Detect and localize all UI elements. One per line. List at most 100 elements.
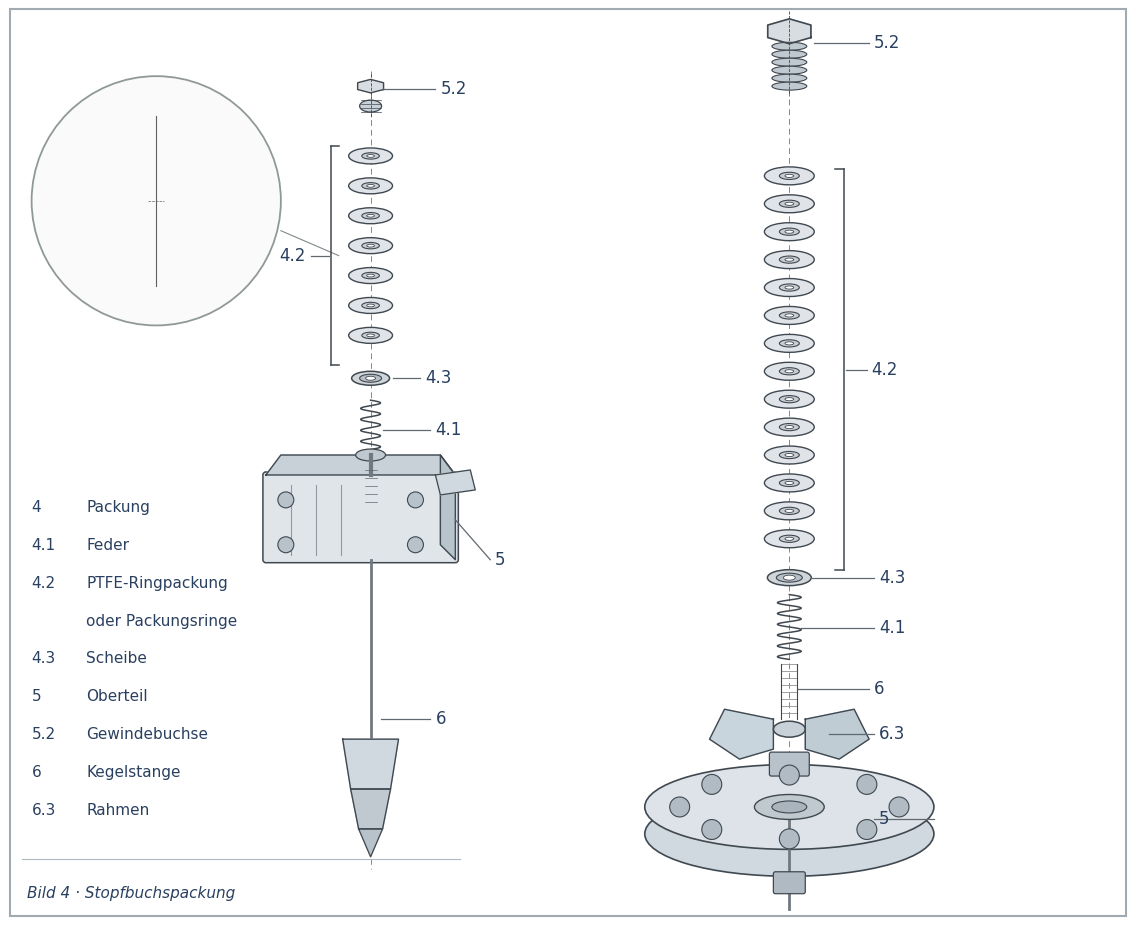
Ellipse shape <box>785 510 794 512</box>
Ellipse shape <box>779 507 800 514</box>
Ellipse shape <box>779 536 800 542</box>
Ellipse shape <box>765 502 815 520</box>
Circle shape <box>702 774 721 795</box>
Ellipse shape <box>367 304 375 307</box>
Ellipse shape <box>765 195 815 213</box>
Ellipse shape <box>774 722 805 737</box>
Ellipse shape <box>765 166 815 185</box>
Ellipse shape <box>367 274 375 277</box>
Ellipse shape <box>779 451 800 459</box>
Polygon shape <box>134 253 178 268</box>
Ellipse shape <box>349 178 393 194</box>
Text: 5.2: 5.2 <box>441 80 467 98</box>
Text: 6: 6 <box>874 680 885 698</box>
Polygon shape <box>134 133 178 149</box>
Ellipse shape <box>771 801 807 813</box>
Text: Scheibe: Scheibe <box>86 651 148 666</box>
Ellipse shape <box>765 363 815 380</box>
Ellipse shape <box>785 398 794 401</box>
Text: 4.3: 4.3 <box>425 369 452 388</box>
Ellipse shape <box>785 230 794 233</box>
Ellipse shape <box>765 418 815 436</box>
Ellipse shape <box>785 426 794 428</box>
Ellipse shape <box>367 154 375 157</box>
Ellipse shape <box>645 765 934 849</box>
Polygon shape <box>119 133 134 149</box>
Ellipse shape <box>366 376 376 380</box>
Ellipse shape <box>349 238 393 253</box>
Text: 4.1: 4.1 <box>879 619 905 636</box>
Ellipse shape <box>765 530 815 548</box>
Polygon shape <box>178 253 193 268</box>
Ellipse shape <box>779 284 800 291</box>
Ellipse shape <box>754 795 825 820</box>
Ellipse shape <box>367 215 375 217</box>
Ellipse shape <box>765 390 815 408</box>
Text: Bild 4 · Stopfbuchspackung: Bild 4 · Stopfbuchspackung <box>26 886 235 901</box>
Text: 4.3: 4.3 <box>32 651 56 666</box>
Ellipse shape <box>765 251 815 268</box>
Ellipse shape <box>779 312 800 319</box>
Text: Rahmen: Rahmen <box>86 803 150 818</box>
Text: 6.3: 6.3 <box>879 725 905 743</box>
Text: 4.1: 4.1 <box>32 537 56 553</box>
Polygon shape <box>359 829 383 857</box>
Polygon shape <box>768 18 811 43</box>
Ellipse shape <box>771 50 807 58</box>
Polygon shape <box>710 709 774 759</box>
Polygon shape <box>178 163 193 179</box>
Ellipse shape <box>779 200 800 207</box>
Text: 5: 5 <box>879 810 889 828</box>
Ellipse shape <box>360 375 382 382</box>
Ellipse shape <box>362 242 379 249</box>
Ellipse shape <box>771 43 807 50</box>
Ellipse shape <box>765 306 815 325</box>
Ellipse shape <box>779 424 800 431</box>
Ellipse shape <box>362 182 379 189</box>
Ellipse shape <box>367 184 375 187</box>
Ellipse shape <box>362 332 379 339</box>
Text: Gewindebuchse: Gewindebuchse <box>86 727 208 742</box>
Ellipse shape <box>784 575 795 580</box>
Ellipse shape <box>779 256 800 264</box>
Polygon shape <box>119 253 134 268</box>
Polygon shape <box>134 223 178 239</box>
Ellipse shape <box>779 339 800 347</box>
Text: 5: 5 <box>495 550 506 569</box>
Polygon shape <box>266 455 456 475</box>
Text: 4.2: 4.2 <box>32 575 56 591</box>
Polygon shape <box>358 80 384 93</box>
Ellipse shape <box>771 58 807 67</box>
FancyBboxPatch shape <box>262 472 458 562</box>
Ellipse shape <box>771 82 807 90</box>
Polygon shape <box>119 223 134 239</box>
Circle shape <box>408 536 424 553</box>
Ellipse shape <box>785 258 794 261</box>
Text: 5.2: 5.2 <box>874 34 901 53</box>
Ellipse shape <box>367 244 375 247</box>
Ellipse shape <box>785 314 794 317</box>
Polygon shape <box>351 789 391 829</box>
Text: 6.3: 6.3 <box>32 803 56 818</box>
Ellipse shape <box>779 228 800 235</box>
Text: oder Packungsringe: oder Packungsringe <box>86 613 237 629</box>
Text: 4.3: 4.3 <box>879 569 905 586</box>
Ellipse shape <box>356 449 385 461</box>
Text: Kegelstange: Kegelstange <box>86 765 181 780</box>
Ellipse shape <box>765 446 815 464</box>
Circle shape <box>32 76 281 326</box>
Text: 4: 4 <box>32 500 41 515</box>
Ellipse shape <box>771 74 807 82</box>
Ellipse shape <box>352 371 390 385</box>
Ellipse shape <box>362 153 379 159</box>
Polygon shape <box>343 739 399 789</box>
Ellipse shape <box>367 334 375 337</box>
Ellipse shape <box>645 792 934 876</box>
Ellipse shape <box>349 327 393 343</box>
Polygon shape <box>178 192 193 209</box>
Ellipse shape <box>785 174 794 178</box>
Circle shape <box>702 820 721 840</box>
Ellipse shape <box>785 370 794 373</box>
Ellipse shape <box>771 67 807 74</box>
Circle shape <box>889 797 909 817</box>
